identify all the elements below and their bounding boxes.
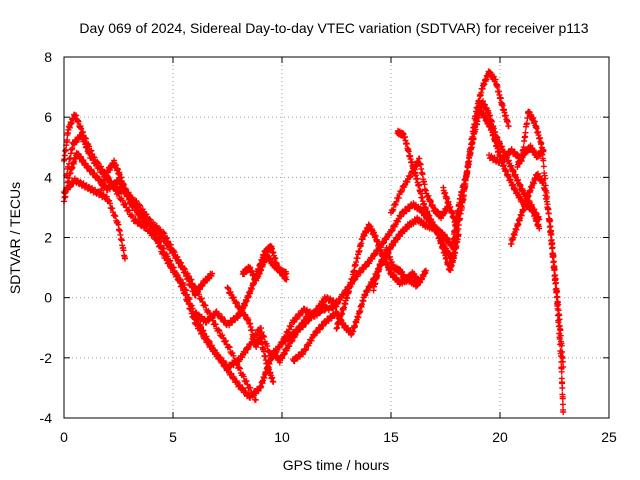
series-track-12 <box>370 244 429 294</box>
y-tick-label: -2 <box>40 350 53 366</box>
data-point-markers <box>514 142 547 170</box>
data-point-markers <box>388 155 451 222</box>
x-axis-label: GPS time / hours <box>283 457 390 473</box>
chart-title: Day 069 of 2024, Sidereal Day-to-day VTE… <box>79 20 588 36</box>
x-tick-label: 15 <box>383 429 399 445</box>
data-point-markers <box>239 251 290 284</box>
grid <box>64 57 609 418</box>
y-tick-label: -4 <box>40 410 53 426</box>
x-tick-label: 25 <box>601 429 617 445</box>
tick-labels: 0 5 10 15 20 25 -4 -2 0 2 4 6 8 <box>40 49 617 445</box>
y-tick-label: 6 <box>44 109 52 125</box>
y-tick-label: 0 <box>44 290 52 306</box>
data-points <box>61 68 567 415</box>
series-track-17 <box>507 170 567 370</box>
series-track-5 <box>98 157 216 299</box>
series-track-7 <box>239 251 290 284</box>
series-track-8 <box>224 284 277 385</box>
series-track-9 <box>289 104 543 365</box>
data-point-markers <box>370 244 429 294</box>
y-tick-label: 2 <box>44 230 52 246</box>
x-tick-label: 5 <box>169 429 177 445</box>
y-axis-label: SDTVAR / TECUs <box>7 182 23 294</box>
data-point-markers <box>224 284 277 385</box>
series-track-18 <box>514 142 547 170</box>
data-point-markers <box>507 170 567 370</box>
y-tick-label: 8 <box>44 49 52 65</box>
y-tick-label: 4 <box>44 169 52 185</box>
plot-frame <box>63 56 610 419</box>
data-point-markers <box>98 157 216 299</box>
series-track-13 <box>394 127 462 274</box>
series-track-14 <box>388 155 451 222</box>
x-tick-label: 10 <box>274 429 290 445</box>
data-point-markers <box>191 242 290 329</box>
x-tick-label: 0 <box>60 429 68 445</box>
x-tick-label: 20 <box>492 429 508 445</box>
series-track-6 <box>191 242 290 329</box>
data-point-markers <box>289 104 543 365</box>
data-point-markers <box>394 127 462 274</box>
